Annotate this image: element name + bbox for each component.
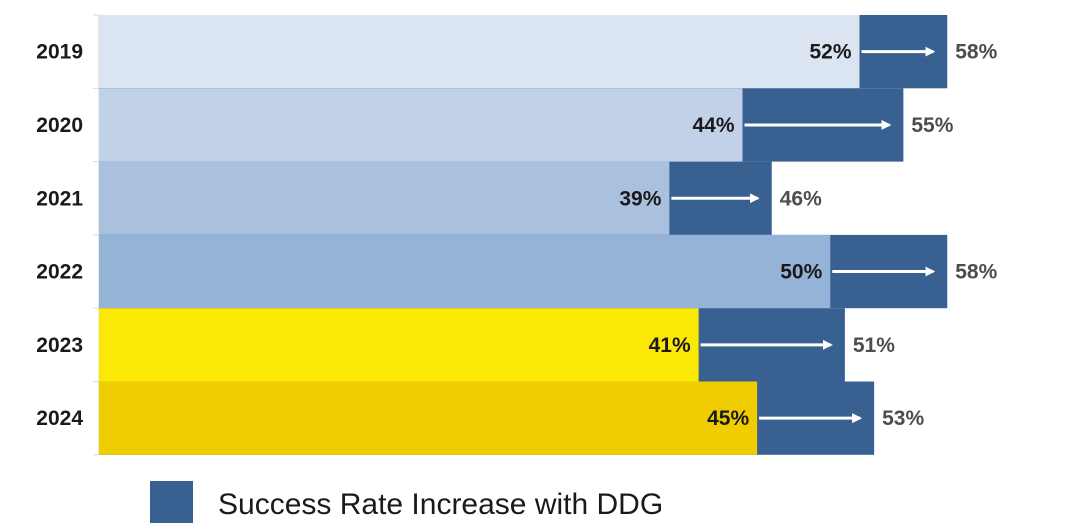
bar-base-2023 — [99, 308, 699, 382]
data-label-base-2020: 44% — [692, 114, 734, 137]
data-label-increase-2024: 53% — [882, 407, 924, 430]
category-label-2020: 2020 — [36, 114, 83, 137]
legend-label: Success Rate Increase with DDG — [218, 488, 663, 521]
data-label-base-2024: 45% — [707, 407, 749, 430]
data-label-base-2019: 52% — [809, 41, 851, 64]
category-label-2024: 2024 — [36, 407, 83, 430]
bar-base-2024 — [99, 381, 758, 455]
bar-base-2021 — [99, 161, 670, 235]
legend: Success Rate Increase with DDG — [150, 481, 663, 523]
data-label-increase-2022: 58% — [955, 261, 997, 284]
data-label-base-2021: 39% — [619, 187, 661, 210]
labels-layer: 2019 52% 58% 2020 44% 55% 2021 39% 46% 2022 50% 58%… — [36, 41, 997, 430]
bars-layer — [99, 15, 948, 455]
category-label-2019: 2019 — [36, 41, 83, 64]
data-label-increase-2021: 46% — [780, 187, 822, 210]
bar-base-2020 — [99, 88, 743, 162]
bar-base-2022 — [99, 234, 831, 309]
data-label-increase-2019: 58% — [955, 41, 997, 64]
data-label-increase-2023: 51% — [853, 334, 895, 357]
data-label-increase-2020: 55% — [911, 114, 953, 137]
category-label-2022: 2022 — [36, 261, 83, 284]
legend-swatch — [150, 481, 193, 523]
category-label-2023: 2023 — [36, 334, 83, 357]
data-label-base-2023: 41% — [649, 334, 691, 357]
axis-layer — [93, 14, 100, 456]
data-label-base-2022: 50% — [780, 261, 822, 284]
bar-base-2019 — [99, 15, 860, 89]
category-label-2021: 2021 — [36, 187, 83, 210]
